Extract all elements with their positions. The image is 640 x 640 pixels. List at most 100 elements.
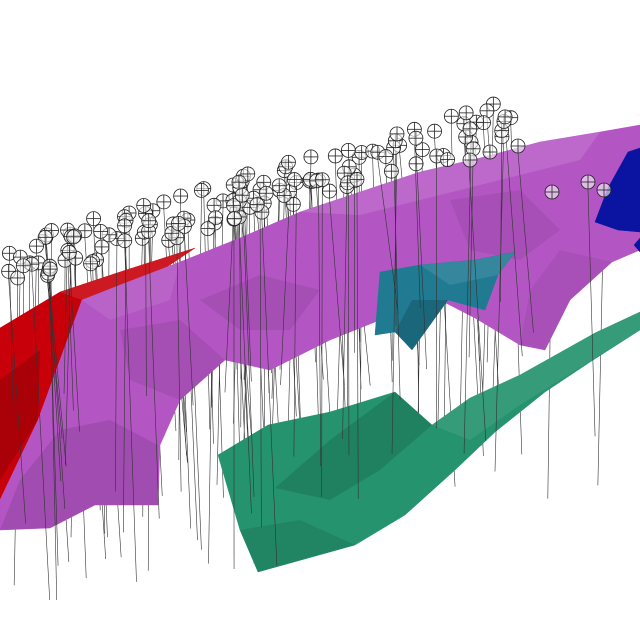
teal-orebody-facet <box>420 252 515 285</box>
drillhole-collar-icon[interactable] <box>303 149 319 165</box>
drillhole-collar-icon[interactable] <box>327 148 343 164</box>
drillhole-collar-icon[interactable] <box>414 142 430 158</box>
drillhole-trace <box>348 157 350 456</box>
drillhole-trace <box>238 223 252 514</box>
drillhole-trace <box>293 189 297 457</box>
drillhole-collar-icon[interactable] <box>378 149 394 164</box>
drillhole-collar-icon[interactable] <box>322 183 337 199</box>
drillhole-trace <box>463 149 472 454</box>
drillhole-collar-icon[interactable] <box>354 145 370 160</box>
drillhole-collar-icon[interactable] <box>271 178 287 194</box>
drillhole-trace <box>465 119 487 441</box>
drillhole-collar-icon[interactable] <box>231 174 247 190</box>
drillhole-collar-icon[interactable] <box>408 130 424 146</box>
drillhole-collar-icon[interactable] <box>497 109 513 125</box>
drillhole-traces-front <box>8 119 596 601</box>
drillhole-trace <box>69 259 80 432</box>
drillhole-collar-icon[interactable] <box>285 196 301 212</box>
drillhole-collar-icon[interactable] <box>227 211 242 226</box>
drillhole-collar-icon[interactable] <box>462 152 478 168</box>
drillhole-collar-icon[interactable] <box>443 108 459 124</box>
drillhole-collar-icon[interactable] <box>340 142 356 158</box>
drillhole-collar-icon[interactable] <box>117 218 132 234</box>
green-orebody-facet <box>240 520 355 572</box>
drillhole-collar-icon[interactable] <box>427 123 442 139</box>
drillhole-collar-icon[interactable] <box>234 187 250 203</box>
drillhole-collar-icon[interactable] <box>544 184 560 200</box>
drillhole-collar-icon[interactable] <box>249 197 265 212</box>
drillhole-collar-icon[interactable] <box>408 156 424 172</box>
drillhole-trace <box>321 186 323 497</box>
drillhole-collar-icon[interactable] <box>173 188 189 204</box>
teal-orebody[interactable] <box>374 251 516 351</box>
drillhole-collar-icon[interactable] <box>62 245 77 260</box>
drillhole-collar-icon[interactable] <box>94 239 110 255</box>
drillhole-collar-icon[interactable] <box>208 210 223 226</box>
drillhole-trace <box>145 220 147 397</box>
drillhole-trace <box>239 208 242 380</box>
drillhole-collar-icon[interactable] <box>66 229 81 245</box>
drillhole-trace <box>123 227 127 533</box>
drillhole-collar-icon[interactable] <box>383 163 399 179</box>
drillhole-trace <box>393 154 401 400</box>
teal-orebody-facet <box>395 300 448 350</box>
drillhole-collar-icon[interactable] <box>314 172 330 188</box>
drillhole-trace <box>356 186 359 499</box>
green-orebody-main <box>217 311 640 573</box>
teal-orebody-main <box>374 251 516 351</box>
drillhole-collar-icon[interactable] <box>476 115 491 131</box>
drillhole-collar-icon[interactable] <box>479 103 495 119</box>
drillhole-collar-icon[interactable] <box>86 211 102 227</box>
drillhole-collar-icon[interactable] <box>462 121 478 137</box>
drillhole-collar-icon[interactable] <box>458 105 474 121</box>
drillhole-collar-icon[interactable] <box>83 256 98 272</box>
drillhole-trace <box>468 155 474 358</box>
drillhole-collar-icon[interactable] <box>206 197 222 213</box>
drillhole-collar-icon[interactable] <box>258 185 274 201</box>
drillhole-collar-icon[interactable] <box>226 198 241 214</box>
drillhole-collar-icon[interactable] <box>42 261 58 277</box>
drillhole-collar-icon[interactable] <box>286 172 302 187</box>
red-orebody[interactable] <box>0 247 196 501</box>
drillhole-collars[interactable] <box>1 96 612 286</box>
drillhole-collar-icon[interactable] <box>194 182 209 198</box>
drillhole-trace <box>184 233 194 406</box>
drillhole-collar-icon[interactable] <box>93 223 109 239</box>
drillhole-trace <box>9 260 15 432</box>
drillhole-trace <box>504 123 523 357</box>
drillhole-trace <box>329 198 345 386</box>
drillhole-collar-icon[interactable] <box>349 172 365 187</box>
drillhole-collar-icon[interactable] <box>117 233 133 249</box>
drillhole-collar-icon[interactable] <box>510 138 526 154</box>
drillhole-collar-icon[interactable] <box>156 194 172 210</box>
drillhole-trace <box>391 140 398 454</box>
magenta-orebody[interactable] <box>0 124 640 531</box>
drillhole-trace <box>259 196 262 528</box>
magenta-orebody-main <box>0 124 640 531</box>
drillhole-collar-icon[interactable] <box>136 198 152 213</box>
magenta-orebody-facet <box>82 262 180 320</box>
drillhole-collar-icon[interactable] <box>171 216 186 231</box>
drillhole-collar-icon[interactable] <box>580 174 596 190</box>
drillhole-collar-icon[interactable] <box>200 221 216 237</box>
drillhole-trace <box>124 247 137 582</box>
drillhole-trace <box>49 273 58 601</box>
drillhole-trace <box>65 243 72 465</box>
drillhole-trace <box>261 219 278 566</box>
magenta-orebody-facet <box>450 190 560 260</box>
drillhole-trace <box>8 278 26 524</box>
drillhole-trace <box>241 187 255 497</box>
drillhole-collar-icon[interactable] <box>482 144 498 160</box>
drillhole-collar-icon[interactable] <box>10 270 26 286</box>
red-orebody-facet <box>60 248 195 300</box>
drillhole-collar-icon[interactable] <box>15 258 31 274</box>
drillhole-collar-icon[interactable] <box>281 154 296 170</box>
drillhole-collar-icon[interactable] <box>440 152 455 167</box>
drillhole-trace <box>67 257 74 411</box>
drillhole-collar-icon[interactable] <box>29 238 44 254</box>
drillhole-collar-icon[interactable] <box>389 126 405 142</box>
drillhole-collar-icon[interactable] <box>596 182 612 198</box>
drillhole-collar-icon[interactable] <box>141 213 157 229</box>
